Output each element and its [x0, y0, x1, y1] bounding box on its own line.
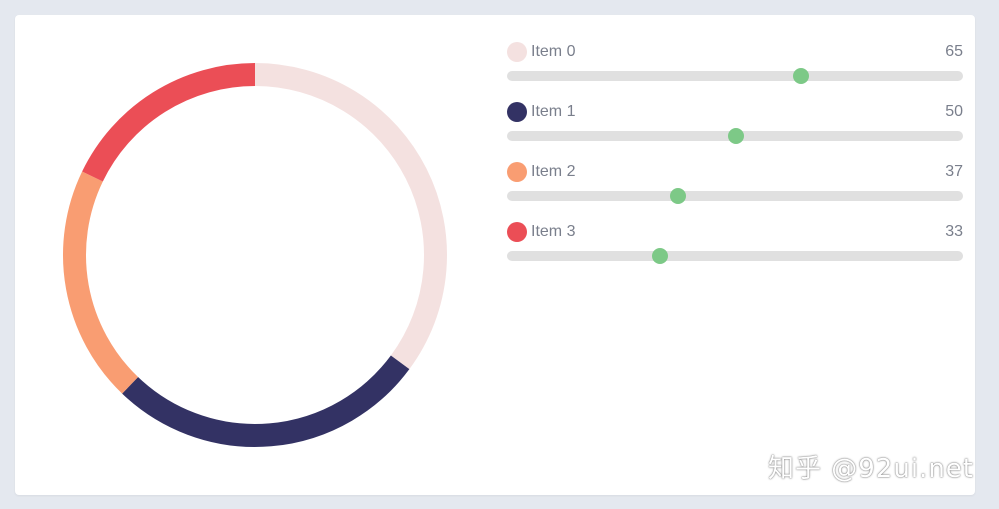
- item-label: Item 1: [531, 103, 576, 120]
- row-header: Item 2 37: [507, 161, 963, 183]
- slider-row-item-0: Item 0 65: [507, 41, 963, 101]
- slider-panel: Item 0 65 Item 1 50 Item 2 37: [507, 41, 963, 281]
- slider-track[interactable]: [507, 188, 963, 204]
- donut-slice-item-1: [122, 355, 410, 447]
- slider-row-item-2: Item 2 37: [507, 161, 963, 221]
- row-header: Item 0 65: [507, 41, 963, 63]
- slider-track[interactable]: [507, 128, 963, 144]
- slider-row-item-3: Item 3 33: [507, 221, 963, 281]
- donut-slice-item-3: [82, 63, 256, 182]
- item-value: 33: [945, 223, 963, 240]
- legend-swatch: [507, 102, 527, 122]
- row-header: Item 1 50: [507, 101, 963, 123]
- donut-slice-item-2: [63, 171, 139, 394]
- item-value: 37: [945, 163, 963, 180]
- item-label: Item 0: [531, 43, 576, 60]
- legend-swatch: [507, 222, 527, 242]
- chart-card: Item 0 65 Item 1 50 Item 2 37: [15, 15, 975, 495]
- slider-row-item-1: Item 1 50: [507, 101, 963, 161]
- donut-slice-item-0: [254, 63, 447, 370]
- item-value: 65: [945, 43, 963, 60]
- item-value: 50: [945, 103, 963, 120]
- item-label: Item 3: [531, 223, 576, 240]
- donut-chart: [55, 55, 455, 455]
- legend-swatch: [507, 42, 527, 62]
- slider-thumb[interactable]: [727, 128, 744, 144]
- slider-thumb[interactable]: [793, 68, 810, 84]
- slider-thumb[interactable]: [651, 248, 668, 264]
- donut-svg: [63, 63, 447, 447]
- slider-track[interactable]: [507, 68, 963, 84]
- slider-track[interactable]: [507, 248, 963, 264]
- watermark: 知乎 @92ui.net: [768, 454, 974, 484]
- slider-thumb[interactable]: [669, 188, 686, 204]
- row-header: Item 3 33: [507, 221, 963, 243]
- item-label: Item 2: [531, 163, 576, 180]
- legend-swatch: [507, 162, 527, 182]
